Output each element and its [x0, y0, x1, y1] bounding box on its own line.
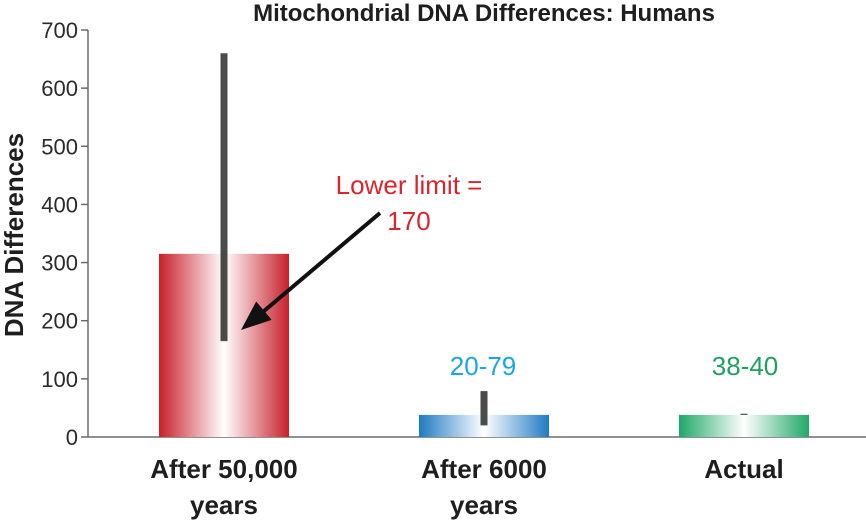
y-tick-label: 100	[41, 367, 78, 392]
annotation-label: 170	[387, 206, 430, 236]
x-tick-label: years	[450, 490, 518, 520]
x-tick-label: After 50,000	[150, 454, 297, 484]
x-tick-label: Actual	[704, 454, 783, 484]
y-tick-label: 200	[41, 309, 78, 334]
annotation-label: 20-79	[450, 351, 517, 381]
annotation-label: Lower limit =	[336, 170, 483, 200]
annotation-arrow-head	[241, 301, 272, 330]
y-tick-label: 300	[41, 251, 78, 276]
annotations: Lower limit = 170 20-79 38-40	[241, 170, 778, 381]
y-tick-label: 400	[41, 192, 78, 217]
bars	[159, 253, 809, 437]
chart-title: Mitochondrial DNA Differences: Humans	[253, 0, 715, 27]
y-tick-label: 500	[41, 134, 78, 159]
bar	[679, 414, 809, 437]
y-tick-label: 600	[41, 76, 78, 101]
y-tick-label: 700	[41, 18, 78, 43]
error-bars	[220, 53, 748, 426]
annotation-arrow-line	[249, 211, 382, 324]
x-tick-label: years	[190, 490, 258, 520]
category-labels: After 50,000 years After 6000 years Actual	[150, 454, 783, 520]
bar	[419, 414, 549, 437]
annotation-label: 38-40	[712, 351, 779, 381]
y-axis-label: DNA Differences	[0, 133, 29, 337]
x-tick-label: After 6000	[421, 454, 547, 484]
y-tick-label: 0	[66, 425, 78, 450]
